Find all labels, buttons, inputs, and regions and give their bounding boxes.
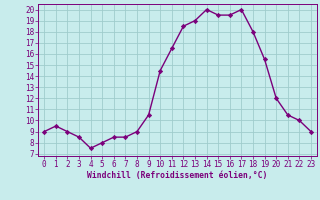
X-axis label: Windchill (Refroidissement éolien,°C): Windchill (Refroidissement éolien,°C) [87, 171, 268, 180]
